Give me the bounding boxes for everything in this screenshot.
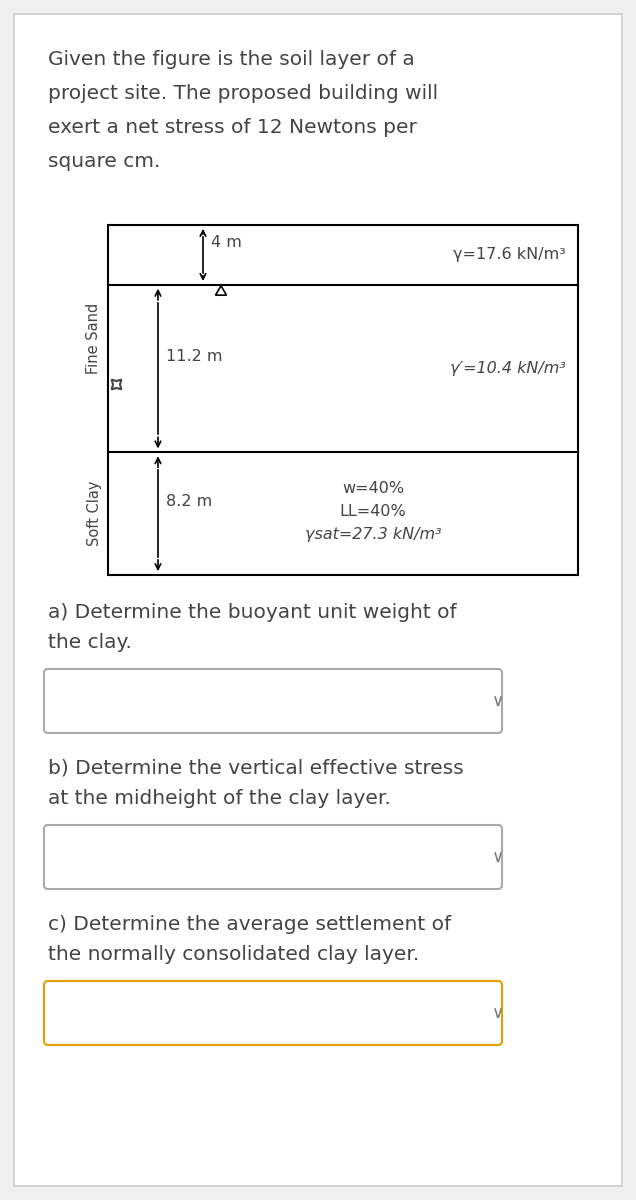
Text: Soft Clay: Soft Clay	[86, 481, 102, 546]
Text: square cm.: square cm.	[48, 152, 160, 170]
Bar	[108, 226, 578, 575]
FancyBboxPatch shape	[44, 670, 502, 733]
Text: project site. The proposed building will: project site. The proposed building will	[48, 84, 438, 103]
Text: ∨: ∨	[492, 692, 504, 710]
FancyBboxPatch shape	[14, 14, 622, 1186]
Text: 8.2 m: 8.2 m	[166, 493, 212, 509]
Text: c) Determine the average settlement of: c) Determine the average settlement of	[48, 914, 451, 934]
Text: at the midheight of the clay layer.: at the midheight of the clay layer.	[48, 790, 391, 808]
FancyBboxPatch shape	[44, 826, 502, 889]
Text: γ=17.6 kN/m³: γ=17.6 kN/m³	[453, 247, 566, 263]
Text: Fine Sand: Fine Sand	[86, 304, 102, 374]
Text: exert a net stress of 12 Newtons per: exert a net stress of 12 Newtons per	[48, 118, 417, 137]
Text: LL=40%: LL=40%	[340, 504, 406, 520]
Text: γsat=27.3 kN/m³: γsat=27.3 kN/m³	[305, 527, 441, 542]
Text: the normally consolidated clay layer.: the normally consolidated clay layer.	[48, 946, 419, 964]
Text: w=40%: w=40%	[342, 481, 404, 496]
Text: Given the figure is the soil layer of a: Given the figure is the soil layer of a	[48, 50, 415, 68]
Text: 4 m: 4 m	[211, 235, 242, 250]
Text: b) Determine the vertical effective stress: b) Determine the vertical effective stre…	[48, 758, 464, 778]
Text: ∨: ∨	[492, 848, 504, 866]
Text: γ′=10.4 kN/m³: γ′=10.4 kN/m³	[450, 361, 566, 376]
Text: 11.2 m: 11.2 m	[166, 348, 223, 364]
Text: a) Determine the buoyant unit weight of: a) Determine the buoyant unit weight of	[48, 602, 457, 622]
Text: ∨: ∨	[492, 1004, 504, 1022]
Polygon shape	[216, 286, 226, 295]
Text: the clay.: the clay.	[48, 634, 132, 652]
FancyBboxPatch shape	[44, 982, 502, 1045]
